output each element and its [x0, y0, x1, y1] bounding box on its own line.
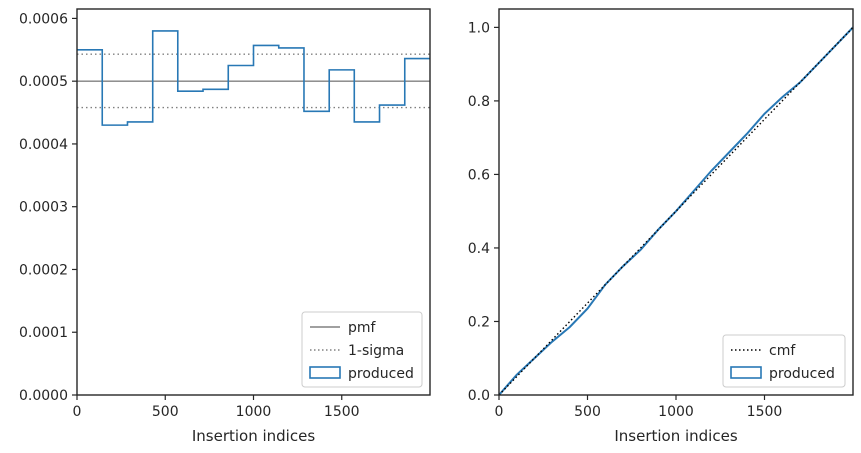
y-tick-label: 0.0004: [19, 137, 68, 153]
y-tick-label: 0.0003: [19, 200, 68, 216]
cmf-line: [498, 26, 854, 396]
cmf-legend: cmf produced: [722, 334, 846, 388]
x-tick-label: 500: [152, 404, 179, 420]
pmf-marks: [77, 30, 430, 126]
y-tick-label: 0.0006: [19, 11, 68, 27]
y-tick-label: 1.0: [468, 20, 490, 36]
y-tick-label: 0.0: [468, 388, 490, 404]
x-tick-label: 1000: [658, 404, 694, 420]
legend-label: produced: [348, 366, 414, 382]
x-tick-label: 0: [73, 404, 82, 420]
x-tick-label: 0: [495, 404, 504, 420]
legend-label: cmf: [769, 343, 796, 359]
produced-line: [498, 26, 854, 396]
cmf-axis-ticks: 0 500 1000 1500 0.0 0.2 0.4 0.6 0.8 1.0: [468, 20, 783, 420]
pmf-legend: pmf 1-sigma produced: [301, 311, 423, 388]
y-tick-label: 0.6: [468, 167, 490, 183]
legend-box: [301, 311, 423, 388]
pmf-axis-ticks: 0 500 1000 1500 0.0000 0.0001 0.0002 0.0003 0.00…: [19, 11, 360, 420]
y-tick-label: 0.4: [468, 241, 490, 257]
y-tick-label: 0.0001: [19, 325, 68, 341]
y-tick-label: 0.0000: [19, 388, 68, 404]
cmf-line-panel: 0 500 1000 1500 0.0 0.2 0.4 0.6 0.8 1.0 Insertion…: [468, 8, 854, 445]
x-tick-label: 1500: [747, 404, 783, 420]
y-tick-label: 0.0005: [19, 74, 68, 90]
x-tick-label: 1000: [236, 404, 272, 420]
cmf-marks: [498, 26, 854, 396]
x-tick-label: 500: [574, 404, 601, 420]
y-tick-label: 0.8: [468, 94, 490, 110]
pmf-x-axis-label: Insertion indices: [192, 427, 315, 445]
produced-histogram-step: [77, 30, 430, 126]
legend-box: [722, 334, 846, 388]
legend-label: 1-sigma: [348, 343, 404, 359]
cmf-x-axis-label: Insertion indices: [614, 427, 737, 445]
x-tick-label: 1500: [324, 404, 360, 420]
pmf-histogram-panel: 0 500 1000 1500 0.0000 0.0001 0.0002 0.0003 0.00…: [19, 8, 431, 445]
legend-label: pmf: [348, 320, 377, 336]
legend-patch: [309, 366, 341, 379]
y-tick-label: 0.0002: [19, 262, 68, 278]
legend-patch: [730, 366, 762, 379]
legend-label: produced: [769, 366, 835, 382]
y-tick-label: 0.2: [468, 314, 490, 330]
